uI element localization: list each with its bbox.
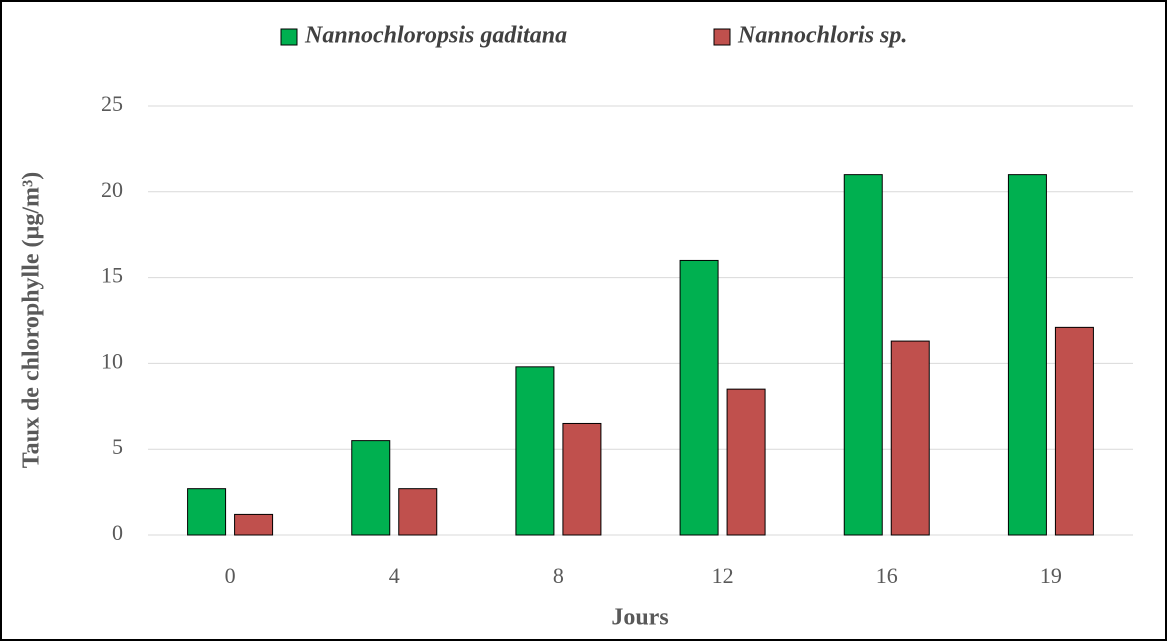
x-tick-label: 4 <box>389 563 400 588</box>
y-tick-label: 15 <box>101 263 123 288</box>
y-tick-label: 0 <box>112 520 123 545</box>
bar <box>562 422 602 536</box>
x-tick-label: 8 <box>553 563 564 588</box>
x-tick-label: 19 <box>1040 563 1062 588</box>
legend-swatch <box>713 28 731 46</box>
legend-label: Nannochloris sp. <box>737 23 907 49</box>
y-tick-label: 25 <box>101 91 123 116</box>
bar <box>351 440 391 536</box>
legend-label: Nannochloropsis gaditana <box>304 23 567 49</box>
y-tick-label: 20 <box>101 177 123 202</box>
bar <box>890 340 930 536</box>
x-axis-title: Jours <box>611 605 668 631</box>
y-tick-label: 10 <box>101 348 123 373</box>
bar <box>843 174 883 536</box>
bar <box>398 488 438 536</box>
bar <box>1007 174 1047 536</box>
legend-swatch <box>280 28 298 46</box>
bar <box>1054 326 1094 536</box>
bar <box>726 388 766 536</box>
bar <box>187 488 227 536</box>
y-tick-label: 5 <box>112 434 123 459</box>
x-tick-label: 16 <box>876 563 898 588</box>
bar <box>515 366 555 536</box>
x-tick-label: 12 <box>712 563 734 588</box>
bar <box>679 259 719 536</box>
bar <box>234 513 274 536</box>
x-tick-label: 0 <box>225 563 236 588</box>
y-axis-title: Taux de chlorophylle (µg/m³) <box>19 172 45 468</box>
